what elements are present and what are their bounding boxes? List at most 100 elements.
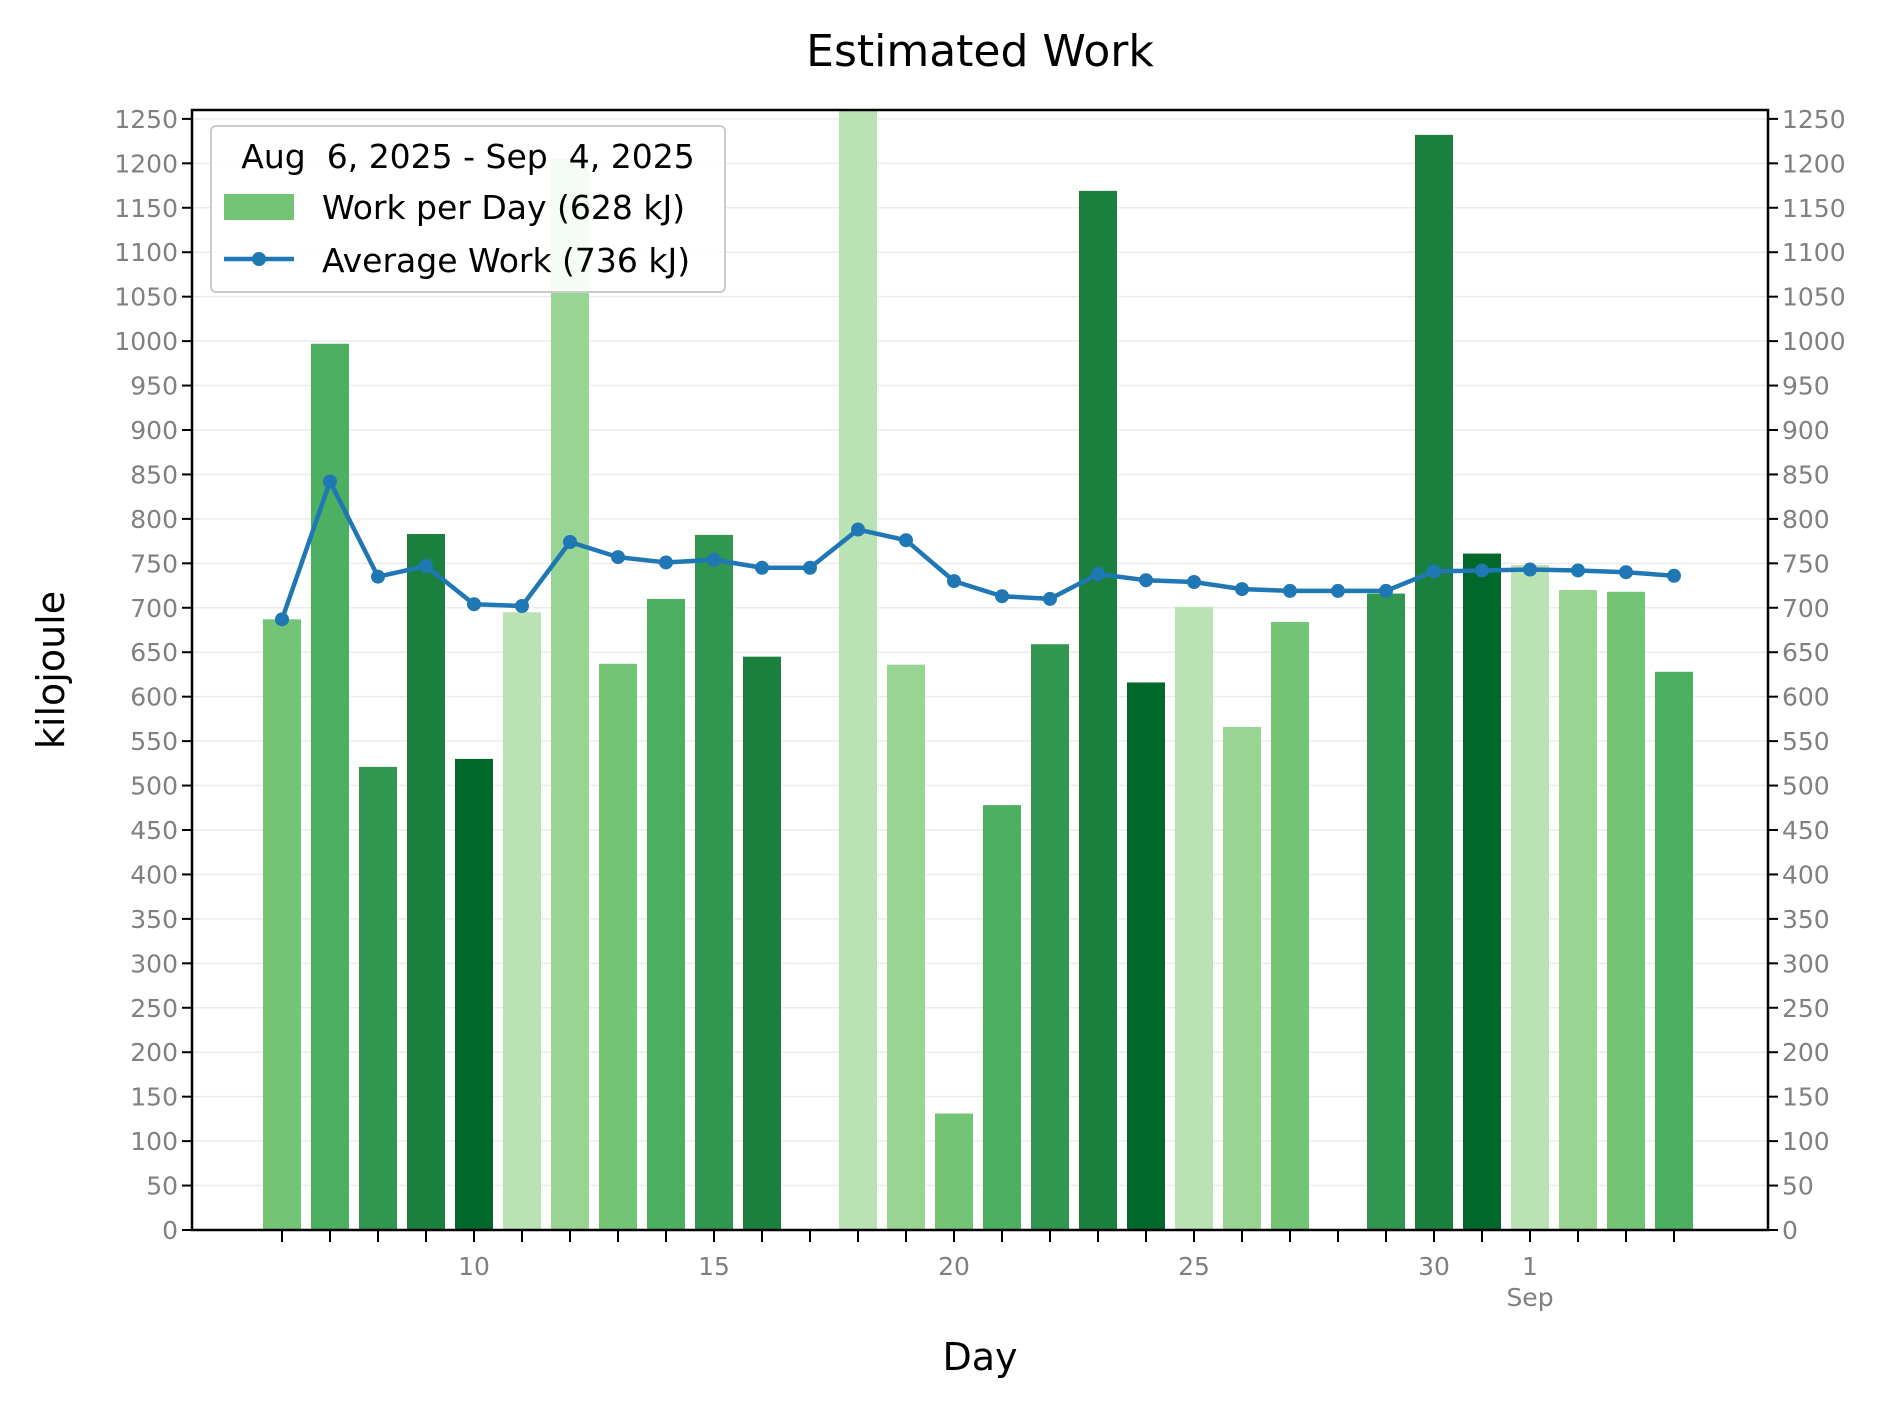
legend-bar-swatch (224, 194, 294, 220)
y-tick-label: 900 (130, 416, 178, 445)
y-tick-label: 500 (1782, 772, 1830, 801)
bar (1271, 622, 1309, 1230)
bar (455, 758, 493, 1230)
y-tick-label: 1100 (114, 238, 178, 267)
bar (1655, 671, 1693, 1230)
line-point (803, 560, 817, 575)
line-point (1379, 583, 1393, 598)
y-axis-title: kilojoule (29, 591, 73, 749)
bar (407, 534, 445, 1230)
y-tick-label: 550 (1782, 727, 1830, 756)
bars (263, 110, 1693, 1230)
bar (1511, 565, 1549, 1230)
y-tick-label: 1050 (1782, 283, 1846, 312)
line-point (275, 612, 289, 627)
bar (839, 110, 877, 1230)
y-tick-label: 0 (1782, 1216, 1798, 1245)
y-tick-label: 250 (1782, 994, 1830, 1023)
line-point (323, 474, 337, 489)
legend-line-marker (252, 252, 266, 266)
y-tick-label: 100 (130, 1127, 178, 1156)
line-point (1043, 591, 1057, 606)
line-path (279, 479, 1675, 621)
y-tick-label: 350 (1782, 905, 1830, 934)
y-tick-label: 250 (130, 994, 178, 1023)
y-tick-label: 950 (130, 372, 178, 401)
line-point (1475, 563, 1489, 578)
bar (263, 619, 301, 1230)
x-tick-label: 20 (938, 1252, 970, 1281)
bar (983, 805, 1021, 1230)
y-tick-label: 450 (1782, 816, 1830, 845)
y-tick-label: 950 (1782, 372, 1830, 401)
line-point (995, 589, 1009, 604)
bar (359, 766, 397, 1230)
bar (887, 664, 925, 1230)
line-point (419, 559, 433, 573)
x-tick-label: 15 (698, 1252, 730, 1281)
average-line (275, 474, 1681, 627)
y-tick-label: 0 (162, 1216, 178, 1245)
y-tick-label: 800 (1782, 505, 1830, 534)
y-tick-label: 400 (130, 860, 178, 889)
grid (192, 118, 1768, 1231)
y-tick-label: 1000 (114, 327, 178, 356)
bar (1175, 606, 1213, 1230)
y-axis-right: 0 50 100 150 200 250 300 350 400 450 500 550 600 650 7… (1768, 105, 1846, 1245)
plot-frame (190, 108, 1770, 1232)
y-tick-label: 900 (1782, 416, 1830, 445)
legend-title: Aug 6, 2025 - Sep 4, 2025 (241, 137, 694, 176)
y-tick-label: 1000 (1782, 327, 1846, 356)
x-tick-sublabel: Sep (1506, 1283, 1553, 1312)
line-point (1331, 583, 1345, 598)
bar (647, 598, 685, 1230)
bar (1079, 190, 1117, 1230)
legend-line-label: Average Work (736 kJ) (322, 241, 690, 280)
line-point (1667, 568, 1681, 583)
line-point (1523, 562, 1537, 577)
bar (551, 158, 589, 1230)
y-tick-label: 450 (130, 816, 178, 845)
y-tick-label: 100 (1782, 1127, 1830, 1156)
bar (1223, 726, 1261, 1230)
line-point (1091, 567, 1105, 581)
y-tick-label: 550 (130, 727, 178, 756)
line-point (515, 599, 529, 613)
bar (503, 612, 541, 1230)
line-point (659, 555, 673, 570)
legend-box (210, 125, 726, 293)
chart-title: Estimated Work (806, 26, 1154, 77)
y-tick-label: 300 (1782, 949, 1830, 978)
y-tick-label: 850 (130, 460, 178, 489)
y-tick-label: 150 (130, 1083, 178, 1112)
line-point (371, 569, 385, 584)
y-tick-label: 300 (130, 949, 178, 978)
y-tick-label: 1050 (114, 283, 178, 312)
y-tick-label: 1200 (1782, 149, 1846, 178)
y-tick-label: 650 (130, 638, 178, 667)
line-point (707, 552, 721, 567)
legend-bar-label: Work per Day (628 kJ) (322, 188, 685, 227)
line-point (1283, 583, 1297, 598)
line-point (1619, 565, 1633, 580)
bar (1559, 590, 1597, 1230)
bar (695, 534, 733, 1230)
y-tick-label: 600 (130, 683, 178, 712)
y-tick-label: 150 (1782, 1083, 1830, 1112)
y-tick-label: 200 (130, 1038, 178, 1067)
y-tick-label: 1150 (1782, 194, 1846, 223)
line-point (755, 560, 769, 575)
line-point (1235, 582, 1249, 597)
x-tick-label: 30 (1418, 1252, 1450, 1281)
x-axis-title: Day (942, 1335, 1017, 1379)
bar (935, 1113, 973, 1230)
y-axis-left: 0 50 100 150 200 250 300 350 400 450 500 550 600 650 7… (114, 105, 192, 1245)
bar (1127, 682, 1165, 1230)
bar (743, 656, 781, 1230)
y-tick-label: 400 (1782, 860, 1830, 889)
bar (1415, 134, 1453, 1230)
x-tick-label: 25 (1178, 1252, 1210, 1281)
y-tick-label: 1150 (114, 194, 178, 223)
y-tick-label: 850 (1782, 460, 1830, 489)
